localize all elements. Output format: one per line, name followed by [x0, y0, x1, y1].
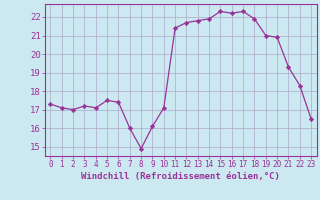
- X-axis label: Windchill (Refroidissement éolien,°C): Windchill (Refroidissement éolien,°C): [81, 172, 280, 181]
